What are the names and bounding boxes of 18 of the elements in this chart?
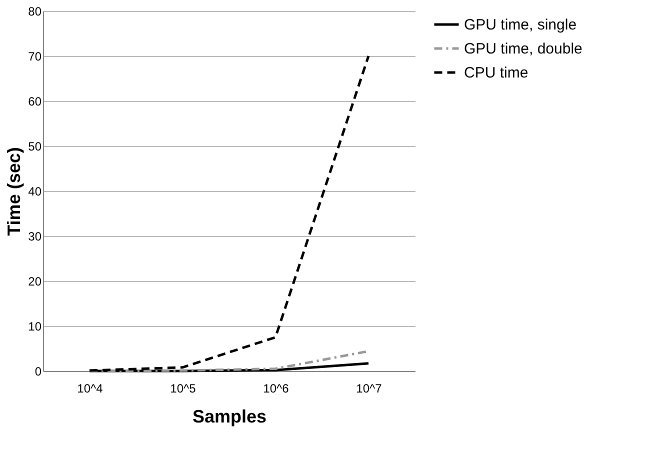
y-tick-label: 40 [28,184,42,198]
y-tick-label: 50 [28,140,42,154]
y-tick-label: 60 [28,94,42,108]
y-tick-label: 80 [28,4,42,18]
y-tick-label: 10 [28,320,42,334]
y-tick-label: 70 [28,50,42,64]
x-tick-label: 10^6 [263,382,290,396]
y-tick-label: 20 [28,274,42,288]
x-tick-label: 10^4 [77,382,104,396]
y-tick-label: 30 [28,230,42,244]
x-axis-title: Samples [192,406,267,426]
y-tick-label: 0 [34,364,42,378]
x-tick-label: 10^7 [356,382,382,396]
legend-label: GPU time, single [464,16,577,34]
x-tick-label: 10^5 [170,382,196,396]
legend-label: CPU time [464,64,528,82]
y-axis-title: Time (sec) [4,147,24,236]
legend-label: GPU time, double [464,40,582,58]
